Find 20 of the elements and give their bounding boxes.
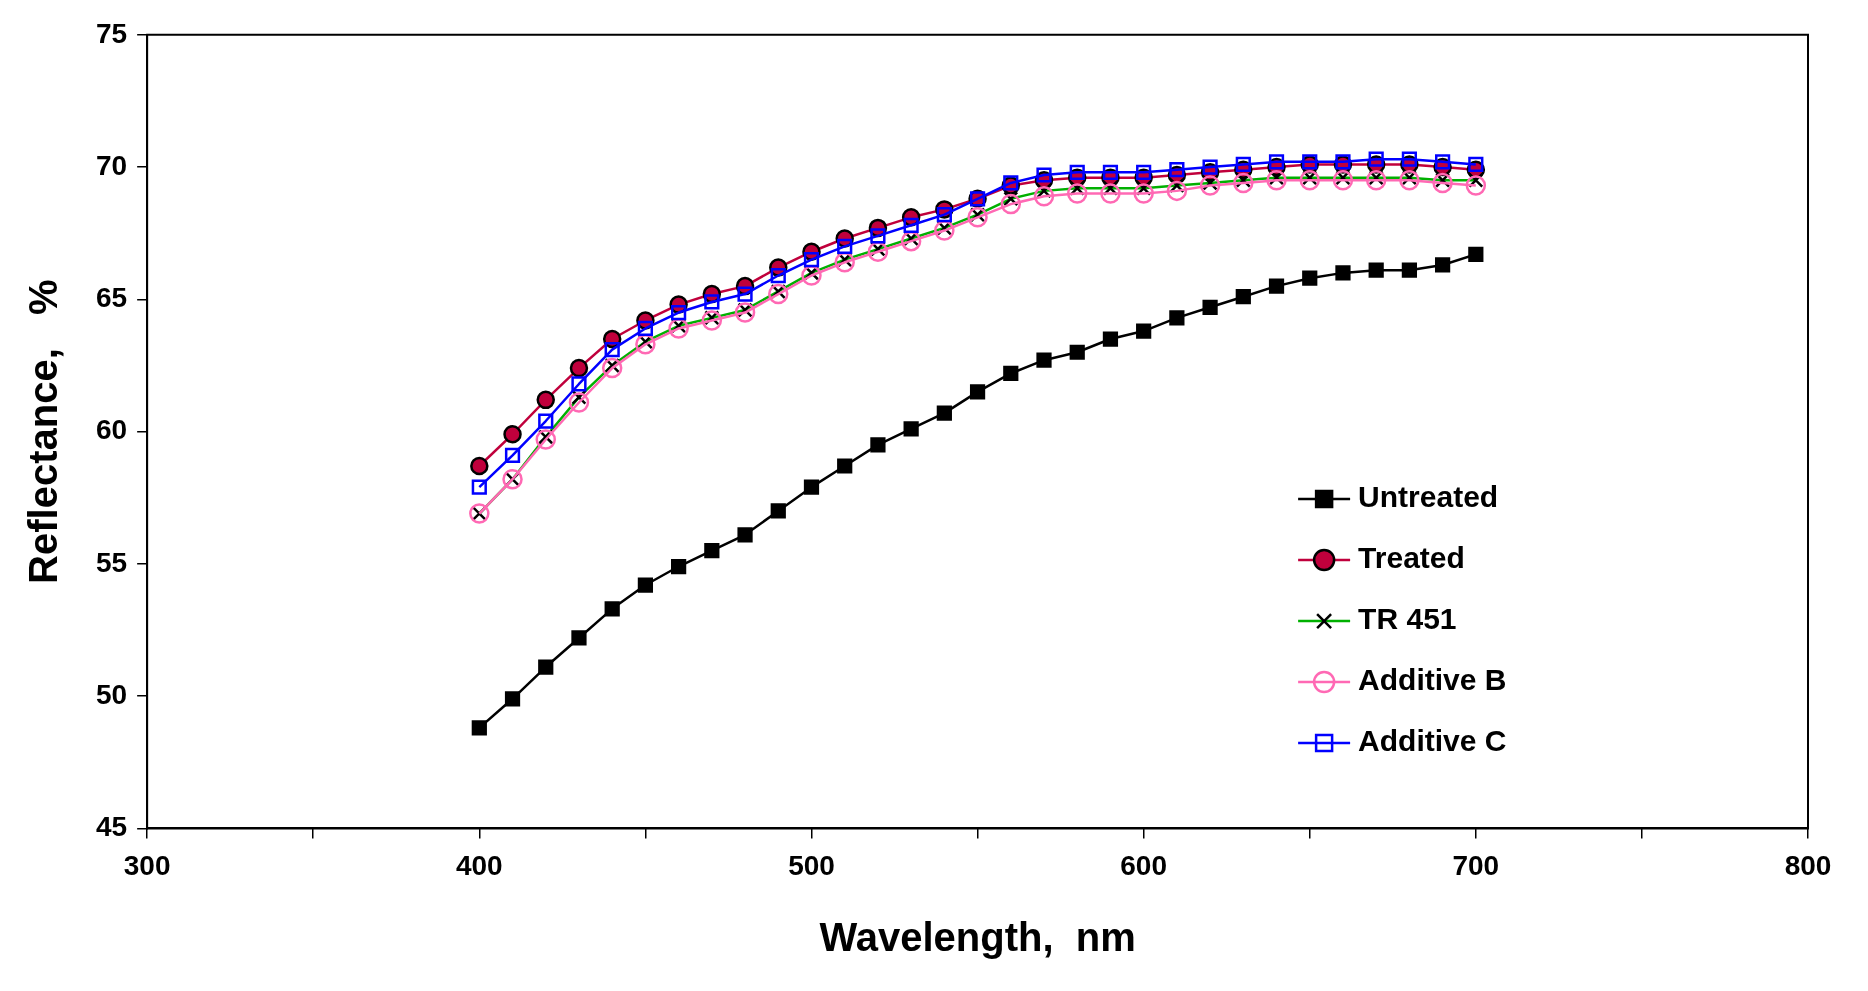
legend-label: TR 451: [1358, 602, 1457, 636]
legend-label: Treated: [1358, 541, 1465, 575]
x-axis-title: Wavelength, nm: [819, 915, 1136, 960]
y-tick-label: 50: [95, 678, 128, 710]
legend-label: Additive B: [1358, 663, 1507, 697]
legend-label: Additive C: [1358, 724, 1507, 758]
x-tick-label: 400: [455, 849, 503, 881]
x-tick-label: 600: [1120, 849, 1168, 881]
x-tick-label: 300: [123, 849, 171, 881]
y-tick-label: 75: [95, 17, 128, 49]
y-tick-label: 55: [95, 546, 128, 578]
y-tick-label: 45: [95, 811, 128, 843]
x-tick-label: 500: [788, 849, 835, 881]
y-tick-label: 70: [95, 149, 128, 181]
legend-label: Untreated: [1358, 480, 1499, 514]
y-tick-label: 60: [95, 414, 128, 446]
x-tick-label: 800: [1784, 849, 1832, 881]
y-axis-title: Reflectance, %: [21, 279, 66, 584]
x-tick-label: 700: [1452, 849, 1500, 881]
y-tick-label: 65: [95, 282, 128, 314]
